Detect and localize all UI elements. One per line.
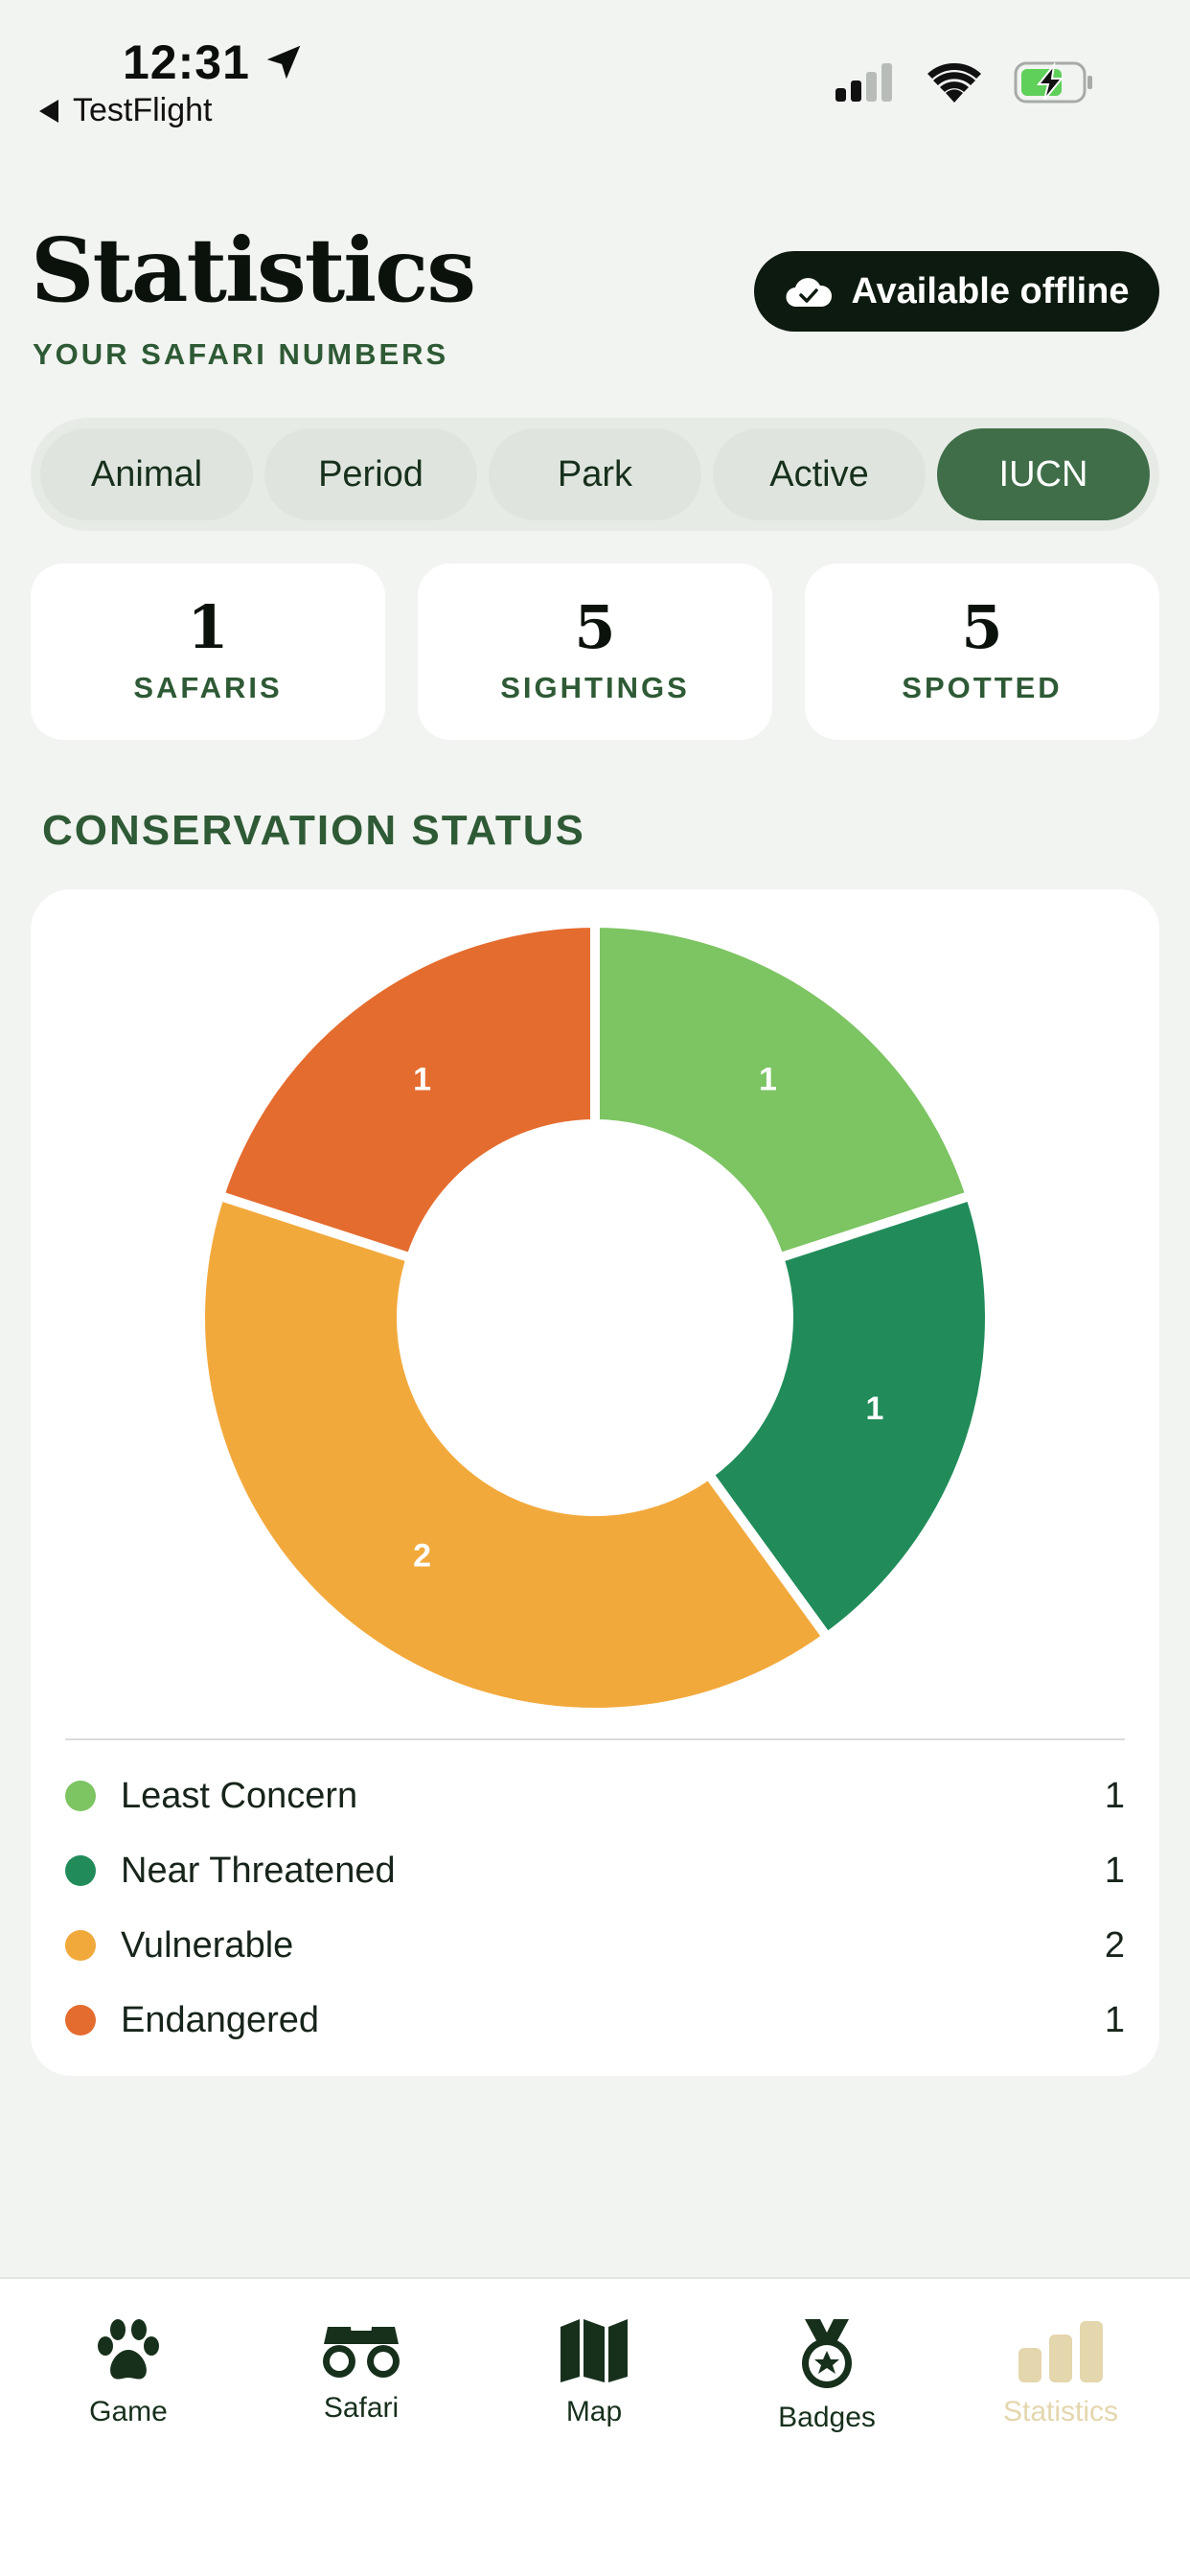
status-time: 12:31: [123, 34, 306, 90]
legend-dot: [65, 1781, 96, 1811]
legend-row-least-concern[interactable]: Least Concern 1: [65, 1767, 1125, 1825]
map-icon: [561, 2319, 628, 2382]
legend-count: 1: [1104, 1775, 1125, 1816]
offline-label: Available offline: [851, 270, 1130, 311]
donut-label-near-threatened: 1: [866, 1391, 884, 1427]
battery-charging-icon: [1014, 61, 1092, 104]
nav-map[interactable]: Map: [498, 2317, 690, 2428]
tab-park[interactable]: Park: [489, 428, 701, 520]
back-label: TestFlight: [73, 92, 213, 128]
legend-dot: [65, 1930, 96, 1961]
stat-label: SIGHTINGS: [500, 671, 690, 704]
stat-label: SPOTTED: [902, 671, 1063, 704]
legend-label: Vulnerable: [121, 1924, 294, 1966]
stat-card-sightings: 5 SIGHTINGS: [418, 564, 772, 740]
legend-count: 1: [1104, 1999, 1125, 2040]
nav-game[interactable]: Game: [33, 2317, 224, 2428]
donut-chart: 1 1 2 1: [195, 917, 995, 1714]
back-to-testflight[interactable]: TestFlight: [38, 92, 213, 129]
cellular-signal-icon: [835, 63, 892, 102]
legend-row-endangered[interactable]: Endangered 1: [65, 1991, 1125, 2049]
nav-label: Badges: [778, 2402, 876, 2433]
tab-animal[interactable]: Animal: [40, 428, 253, 520]
stat-value: 5: [574, 592, 616, 662]
conservation-chart-panel: 1 1 2 1 Least Concern 1 Near Threatened 1 V…: [31, 889, 1159, 2076]
legend-divider: [65, 1738, 1125, 1740]
stat-value: 1: [187, 592, 229, 662]
page-title: Statistics: [31, 218, 476, 322]
location-arrow-icon: [266, 45, 301, 80]
cloud-check-icon: [785, 278, 832, 308]
bottom-tab-bar: Game Safari Map: [0, 2277, 1190, 2576]
nav-badges[interactable]: Badges: [731, 2317, 923, 2434]
legend-row-vulnerable[interactable]: Vulnerable 2: [65, 1917, 1125, 1974]
nav-label: Map: [565, 2396, 623, 2427]
legend-label: Endangered: [121, 1999, 320, 2040]
nav-label: Statistics: [1002, 2396, 1119, 2427]
tab-iucn[interactable]: IUCN: [937, 428, 1150, 520]
donut-label-vulnerable: 2: [413, 1537, 431, 1574]
legend-dot: [65, 2005, 96, 2036]
tab-period[interactable]: Period: [264, 428, 477, 520]
legend-label: Least Concern: [121, 1775, 358, 1816]
bar-chart-icon: [1018, 2321, 1103, 2382]
nav-label: Safari: [323, 2392, 400, 2424]
donut-label-endangered: 1: [413, 1062, 431, 1098]
stat-label: SAFARIS: [133, 671, 283, 704]
section-title: CONSERVATION STATUS: [42, 807, 585, 854]
donut-slice-endangered[interactable]: [213, 917, 600, 1264]
binoculars-icon: [323, 2327, 400, 2378]
wifi-icon: [927, 62, 981, 103]
stats-tabs: Animal Period Park Active IUCN: [31, 418, 1159, 531]
status-icons: [834, 61, 1094, 104]
stat-card-spotted: 5 SPOTTED: [805, 564, 1159, 740]
medal-icon: [802, 2319, 852, 2388]
tab-active[interactable]: Active: [713, 428, 926, 520]
stat-value: 5: [961, 592, 1003, 662]
legend-count: 2: [1104, 1924, 1125, 1966]
nav-statistics[interactable]: Statistics: [965, 2317, 1156, 2428]
nav-safari[interactable]: Safari: [265, 2317, 457, 2425]
stat-card-safaris: 1 SAFARIS: [31, 564, 385, 740]
legend-row-near-threatened[interactable]: Near Threatened 1: [65, 1842, 1125, 1899]
donut-slice-near-threatened[interactable]: [701, 1189, 995, 1644]
donut-label-least-concern: 1: [759, 1062, 777, 1098]
nav-label: Game: [89, 2396, 168, 2427]
available-offline-button[interactable]: Available offline: [754, 251, 1159, 332]
donut-slice-vulnerable[interactable]: [195, 1189, 835, 1714]
legend-label: Near Threatened: [121, 1850, 396, 1891]
legend-dot: [65, 1855, 96, 1886]
paw-icon: [98, 2319, 159, 2380]
back-triangle-icon: [39, 99, 58, 123]
page-subtitle: YOUR SAFARI NUMBERS: [33, 337, 449, 371]
time-label: 12:31: [123, 35, 250, 89]
legend-count: 1: [1104, 1850, 1125, 1891]
donut-slice-least-concern[interactable]: [590, 917, 977, 1264]
